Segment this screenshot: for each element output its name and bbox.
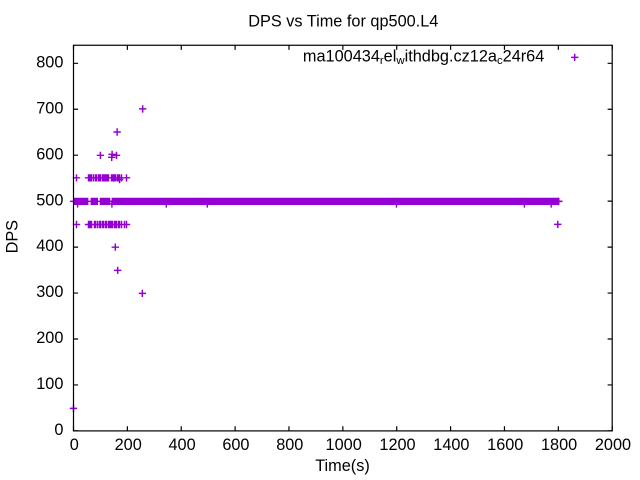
svg-text:0: 0: [54, 421, 63, 439]
svg-text:Time(s): Time(s): [315, 457, 370, 475]
svg-text:1000: 1000: [326, 436, 362, 454]
svg-text:1600: 1600: [487, 436, 523, 454]
svg-text:600: 600: [222, 436, 249, 454]
svg-text:1200: 1200: [379, 436, 415, 454]
svg-text:1400: 1400: [433, 436, 469, 454]
svg-text:300: 300: [36, 283, 63, 301]
svg-text:400: 400: [168, 436, 195, 454]
svg-text:2000: 2000: [595, 436, 631, 454]
svg-text:1800: 1800: [541, 436, 577, 454]
svg-text:600: 600: [36, 145, 63, 163]
svg-text:500: 500: [36, 191, 63, 209]
svg-text:800: 800: [276, 436, 303, 454]
svg-text:DPS: DPS: [3, 220, 21, 254]
svg-text:800: 800: [36, 53, 63, 71]
svg-text:700: 700: [36, 99, 63, 117]
svg-text:400: 400: [36, 237, 63, 255]
svg-text:ma100434relwithdbg.cz12ac24r64: ma100434relwithdbg.cz12ac24r64: [303, 48, 544, 68]
svg-text:200: 200: [36, 329, 63, 347]
svg-text:0: 0: [70, 436, 79, 454]
svg-text:100: 100: [36, 375, 63, 393]
svg-text:DPS vs Time for qp500.L4: DPS vs Time for qp500.L4: [248, 12, 438, 30]
svg-text:200: 200: [115, 436, 142, 454]
